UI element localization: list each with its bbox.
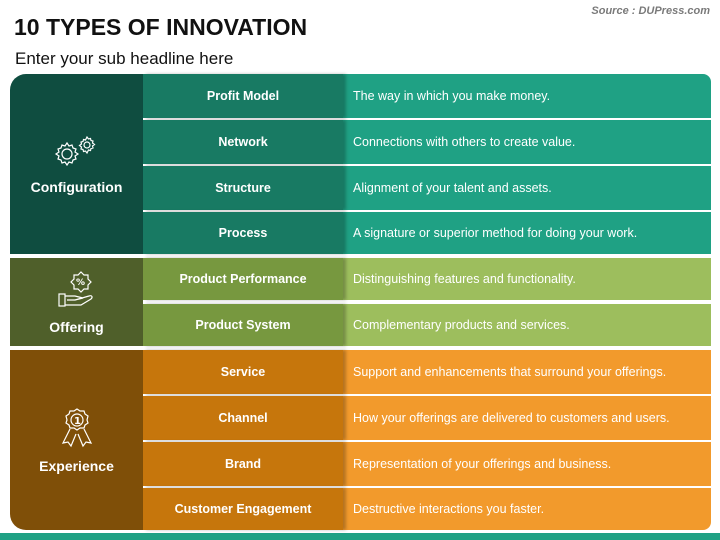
innovation-type: Customer Engagement (143, 488, 343, 530)
innovation-description: Complementary products and services. (343, 304, 711, 346)
group-label: Configuration (30, 178, 123, 195)
bottom-bar (0, 533, 720, 540)
group-label: Experience (39, 457, 114, 474)
slide-subtitle: Enter your sub headline here (15, 49, 234, 68)
group-experience: 1 Experience (10, 350, 143, 530)
innovation-description: Alignment of your talent and assets. (343, 166, 711, 210)
innovation-description: Support and enhancements that surround y… (343, 350, 711, 394)
innovation-description: Distinguishing features and functionalit… (343, 258, 711, 300)
innovation-description: Destructive interactions you faster. (343, 488, 711, 530)
innovation-description: The way in which you make money. (343, 74, 711, 118)
innovation-description: Representation of your offerings and bus… (343, 442, 711, 486)
hand-discount-icon: % (53, 270, 101, 319)
group-offering: % Offering (10, 258, 143, 346)
slide-title: 10 TYPES OF INNOVATION (14, 14, 308, 40)
innovation-type: Network (143, 120, 343, 164)
innovation-type: Brand (143, 442, 343, 486)
source-note: Source : DUPress.com (591, 5, 710, 17)
innovation-type: Channel (143, 396, 343, 440)
group-configuration: Configuration (10, 74, 143, 254)
svg-text:%: % (76, 278, 85, 288)
innovation-type: Profit Model (143, 74, 343, 118)
gears-icon (49, 134, 105, 179)
innovation-description: A signature or superior method for doing… (343, 212, 711, 254)
award-ribbon-icon: 1 (57, 407, 97, 458)
innovation-type: Service (143, 350, 343, 394)
svg-text:1: 1 (74, 416, 81, 427)
innovation-description: How your offerings are delivered to cust… (343, 396, 711, 440)
innovation-type: Product System (143, 304, 343, 346)
innovation-type: Process (143, 212, 343, 254)
innovation-type: Product Performance (143, 258, 343, 300)
group-label: Offering (49, 318, 104, 335)
innovation-type: Structure (143, 166, 343, 210)
innovation-description: Connections with others to create value. (343, 120, 711, 164)
